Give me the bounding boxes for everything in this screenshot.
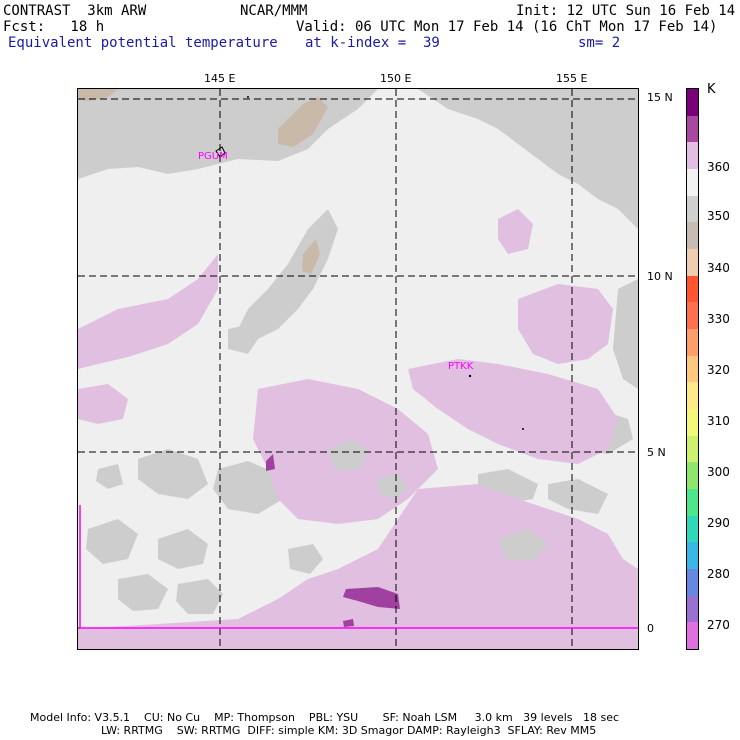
colorbar-segment [687, 249, 698, 277]
colorbar-unit: K [707, 82, 716, 97]
level-info: at k-index = 39 [305, 35, 440, 51]
lilac-regions [78, 209, 638, 649]
colorbar-segment [687, 195, 698, 223]
station-label-ptkk: PTKK [448, 361, 474, 372]
colorbar-segment [687, 542, 698, 570]
colorbar-segment [687, 302, 698, 330]
colorbar-segment [687, 222, 698, 250]
colorbar-segment [687, 329, 698, 357]
colorbar-label: 360 [707, 160, 730, 174]
colorbar-label: 320 [707, 363, 730, 377]
colorbar-segment [687, 382, 698, 410]
colorbar-label: 310 [707, 414, 730, 428]
lon-label-150: 150 E [380, 72, 412, 85]
lon-label-145: 145 E [204, 72, 236, 85]
colorbar-label: 340 [707, 261, 730, 275]
colorbar-segment [687, 515, 698, 543]
lat-label-10n: 10 N [647, 270, 673, 283]
lat-label-5n: 5 N [647, 446, 666, 459]
model-info-line2: LW: RRTMG SW: RRTMG DIFF: simple KM: 3D … [101, 724, 597, 737]
model-info-line1: Model Info: V3.5.1 CU: No Cu MP: Thompso… [30, 711, 620, 724]
colorbar-segment [687, 409, 698, 437]
valid-time: Valid: 06 UTC Mon 17 Feb 14 (16 ChT Mon … [296, 19, 718, 35]
colorbar-segment [687, 435, 698, 463]
colorbar-segment [687, 115, 698, 143]
colorbar-segment [687, 569, 698, 597]
colorbar-label: 330 [707, 312, 730, 326]
station-label-pgum: PGUM [198, 151, 228, 162]
colorbar-segment [687, 275, 698, 303]
institution: NCAR/MMM [240, 3, 308, 19]
station-markers [215, 96, 524, 430]
purple-regions [266, 454, 400, 627]
forecast-hour: Fcst: 18 h [3, 19, 105, 35]
tan-regions [78, 89, 328, 274]
colorbar-segment [687, 142, 698, 170]
colorbar-label: 350 [707, 209, 730, 223]
field-name: Equivalent potential temperature [8, 35, 278, 51]
lat-label-15n: 15 N [647, 91, 673, 104]
colorbar [686, 88, 699, 650]
colorbar-label: 280 [707, 567, 730, 581]
init-time: Init: 12 UTC Sun 16 Feb 14 [516, 3, 736, 19]
domain-boundary [79, 505, 638, 629]
colorbar-segment [687, 169, 698, 197]
lon-label-155: 155 E [556, 72, 588, 85]
colorbar-segment [687, 595, 698, 623]
experiment-title: CONTRAST 3km ARW [3, 3, 147, 19]
map-panel: PGUM PTKK [77, 88, 639, 650]
colorbar-segment [687, 462, 698, 490]
map-field-svg [78, 89, 638, 649]
colorbar-segment [687, 489, 698, 517]
colorbar-segment [687, 622, 698, 650]
lat-label-0: 0 [647, 622, 654, 635]
colorbar-segment [687, 355, 698, 383]
gray-regions [78, 89, 638, 614]
colorbar-label: 300 [707, 465, 730, 479]
inner-gray-blobs [288, 439, 548, 574]
colorbar-label: 290 [707, 516, 730, 530]
colorbar-label: 270 [707, 618, 730, 632]
colorbar-segment [687, 89, 698, 117]
smoothing-info: sm= 2 [578, 35, 621, 51]
